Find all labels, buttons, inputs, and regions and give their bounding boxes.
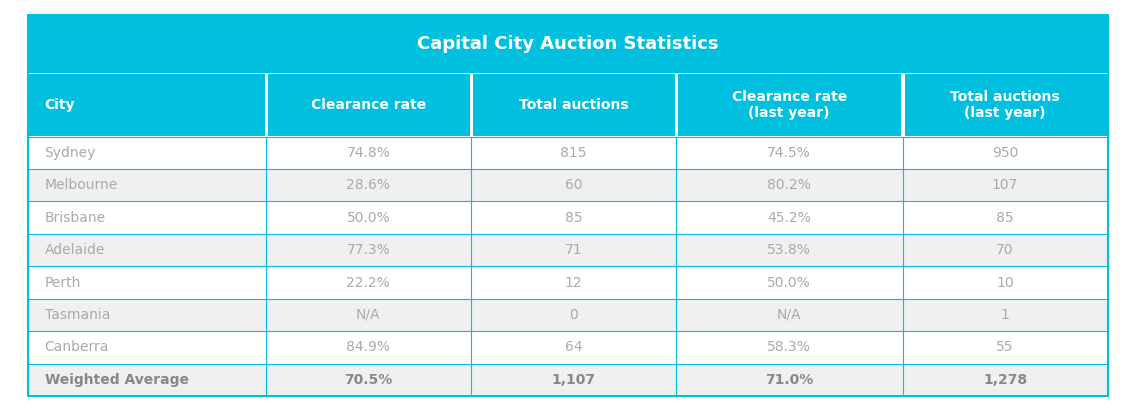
Text: 50.0%: 50.0%: [346, 211, 391, 225]
Text: Total auctions: Total auctions: [518, 98, 628, 112]
Bar: [28, 137, 266, 169]
Text: 85: 85: [565, 211, 583, 225]
Bar: [676, 234, 902, 266]
Bar: [28, 299, 266, 331]
Text: Sydney: Sydney: [44, 146, 95, 160]
Bar: [902, 266, 1108, 299]
Bar: [28, 266, 266, 299]
Text: Tasmania: Tasmania: [44, 308, 110, 322]
Text: 85: 85: [996, 211, 1014, 225]
Text: 1,278: 1,278: [983, 373, 1027, 387]
Bar: [266, 74, 470, 137]
Bar: [28, 202, 266, 234]
Bar: [266, 169, 470, 202]
Text: Capital City Auction Statistics: Capital City Auction Statistics: [417, 35, 719, 53]
Bar: [28, 136, 1108, 137]
Text: 64: 64: [565, 340, 583, 354]
Text: 84.9%: 84.9%: [346, 340, 391, 354]
Bar: [676, 331, 902, 364]
Bar: [28, 74, 266, 137]
Bar: [675, 74, 678, 137]
Bar: [266, 202, 470, 234]
Text: 80.2%: 80.2%: [767, 178, 811, 192]
Text: 55: 55: [996, 340, 1013, 354]
Bar: [470, 234, 676, 266]
Bar: [28, 364, 266, 396]
Bar: [676, 137, 902, 169]
Bar: [266, 137, 470, 169]
Text: 12: 12: [565, 276, 583, 290]
Bar: [902, 331, 1108, 364]
Bar: [676, 169, 902, 202]
Bar: [28, 15, 1108, 74]
Bar: [676, 364, 902, 396]
Bar: [902, 202, 1108, 234]
Bar: [266, 234, 470, 266]
Text: 53.8%: 53.8%: [767, 243, 811, 257]
Text: Weighted Average: Weighted Average: [44, 373, 189, 387]
Bar: [676, 202, 902, 234]
Text: 107: 107: [992, 178, 1018, 192]
Bar: [266, 299, 470, 331]
Text: 1: 1: [1001, 308, 1010, 322]
Text: 10: 10: [996, 276, 1014, 290]
Bar: [28, 73, 1108, 74]
Bar: [470, 169, 676, 202]
Bar: [265, 74, 268, 137]
Bar: [470, 74, 473, 137]
Text: Adelaide: Adelaide: [44, 243, 105, 257]
Text: Clearance rate
(last year): Clearance rate (last year): [732, 90, 846, 120]
Bar: [676, 266, 902, 299]
Text: 74.5%: 74.5%: [767, 146, 811, 160]
Bar: [266, 331, 470, 364]
Text: 60: 60: [565, 178, 583, 192]
Text: 1,107: 1,107: [551, 373, 595, 387]
Bar: [902, 169, 1108, 202]
Text: N/A: N/A: [777, 308, 802, 322]
Text: 45.2%: 45.2%: [767, 211, 811, 225]
Text: 950: 950: [992, 146, 1018, 160]
Text: Perth: Perth: [44, 276, 81, 290]
Bar: [902, 364, 1108, 396]
Bar: [28, 169, 266, 202]
Text: 70.5%: 70.5%: [344, 373, 392, 387]
Bar: [902, 299, 1108, 331]
Text: Brisbane: Brisbane: [44, 211, 106, 225]
Bar: [470, 266, 676, 299]
Text: 815: 815: [560, 146, 586, 160]
Bar: [28, 331, 266, 364]
Bar: [470, 364, 676, 396]
Bar: [902, 137, 1108, 169]
Text: 70: 70: [996, 243, 1013, 257]
Bar: [28, 234, 266, 266]
Text: 50.0%: 50.0%: [767, 276, 811, 290]
Bar: [266, 364, 470, 396]
Text: City: City: [44, 98, 75, 112]
Bar: [676, 74, 902, 137]
Text: 74.8%: 74.8%: [346, 146, 391, 160]
Text: Canberra: Canberra: [44, 340, 109, 354]
Bar: [470, 331, 676, 364]
Text: N/A: N/A: [356, 308, 381, 322]
Bar: [470, 74, 676, 137]
Text: 71: 71: [565, 243, 583, 257]
Bar: [470, 202, 676, 234]
Text: 58.3%: 58.3%: [767, 340, 811, 354]
Bar: [676, 299, 902, 331]
Bar: [902, 74, 904, 137]
Bar: [470, 137, 676, 169]
Text: 77.3%: 77.3%: [346, 243, 391, 257]
Text: Melbourne: Melbourne: [44, 178, 118, 192]
Text: 71.0%: 71.0%: [766, 373, 813, 387]
Text: 28.6%: 28.6%: [346, 178, 391, 192]
Bar: [470, 299, 676, 331]
Text: Clearance rate: Clearance rate: [311, 98, 426, 112]
Text: Total auctions
(last year): Total auctions (last year): [950, 90, 1060, 120]
Bar: [266, 266, 470, 299]
Bar: [902, 74, 1108, 137]
Text: 0: 0: [569, 308, 578, 322]
Text: 22.2%: 22.2%: [346, 276, 391, 290]
Bar: [902, 234, 1108, 266]
